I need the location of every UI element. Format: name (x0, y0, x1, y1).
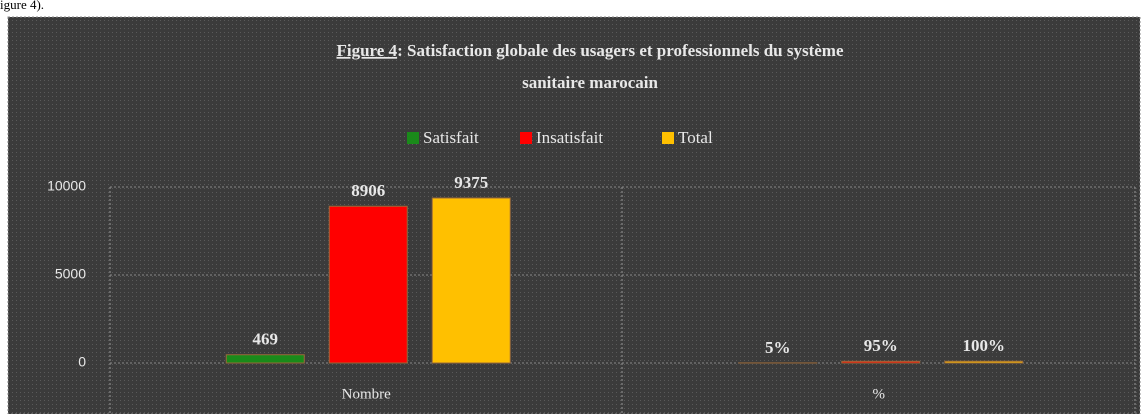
bar (841, 360, 921, 364)
title-line-2: sanitaire marocain (522, 73, 658, 92)
chart-area (7, 16, 1141, 414)
legend-label: Satisfait (423, 128, 479, 147)
legend-swatch (662, 132, 674, 144)
y-tick-label: 5000 (55, 266, 86, 282)
data-label: 100% (963, 336, 1006, 355)
y-tick-label: 0 (78, 354, 86, 370)
bar (225, 354, 305, 364)
data-label: 5% (765, 338, 791, 357)
legend-swatch (407, 132, 419, 144)
bar (944, 360, 1024, 364)
y-tick-label: 10000 (47, 178, 86, 194)
chart-title: Figure 4: Satisfaction globale des usage… (336, 41, 843, 60)
bar (431, 197, 511, 364)
data-label: 8906 (351, 181, 385, 200)
legend-label: Insatisfait (536, 128, 603, 147)
data-label: 95% (864, 336, 898, 355)
title-line-1: : Satisfaction globale des usagers et pr… (397, 41, 844, 60)
caption-fragment: igure 4). (0, 0, 44, 12)
bar (328, 205, 408, 364)
x-tick-label: % (873, 386, 886, 402)
x-tick-label: Nombre (342, 386, 391, 402)
data-label: 469 (253, 330, 279, 349)
figure-label: Figure 4 (336, 41, 397, 60)
legend-label: Total (678, 128, 713, 147)
data-label: 9375 (454, 173, 488, 192)
legend-swatch (520, 132, 532, 144)
